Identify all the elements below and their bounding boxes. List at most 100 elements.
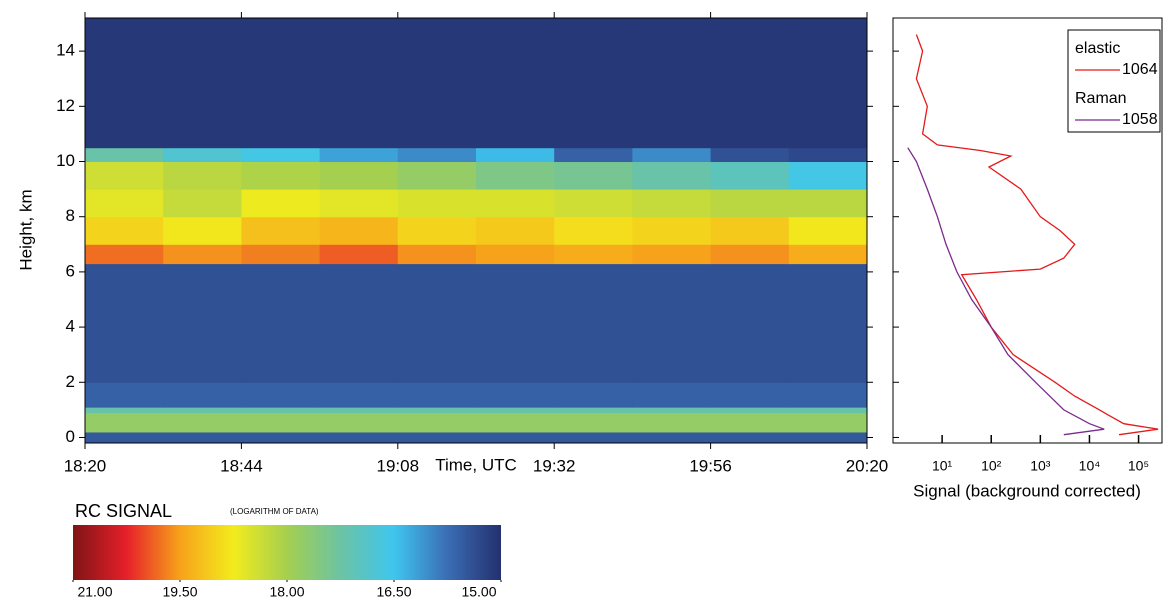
colorbar-subtitle: (LOGARITHM OF DATA) — [230, 507, 319, 516]
heatmap-cell — [241, 263, 321, 383]
heatmap-cell — [319, 147, 399, 163]
heatmap-cell — [632, 216, 712, 245]
heatmap-cell — [319, 263, 399, 383]
heatmap-cell — [163, 18, 242, 149]
heatmap-cell — [241, 412, 321, 433]
profile-line — [907, 147, 1105, 436]
heatmap-cell — [163, 147, 242, 163]
heatmap-cell — [319, 18, 399, 149]
heatmap-cell — [85, 18, 164, 149]
heatmap-cell — [85, 244, 164, 265]
heatmap-cell — [788, 161, 868, 190]
heatmap-cell — [476, 216, 555, 245]
heatmap-cell — [85, 382, 164, 408]
heatmap-cell — [554, 412, 633, 433]
heatmap-cell — [710, 412, 790, 433]
heatmap-cell — [319, 161, 399, 190]
x-tick-label: 19:56 — [689, 456, 732, 475]
legend-group: elastic — [1075, 40, 1120, 57]
heatmap-cell — [554, 161, 633, 190]
heatmap-cell — [632, 431, 712, 444]
x-tick-label: 10² — [981, 458, 1002, 474]
heatmap-cell — [85, 407, 164, 414]
x-tick-label: 10⁴ — [1079, 458, 1101, 474]
heatmap-cell — [710, 189, 790, 218]
heatmap — [85, 18, 868, 444]
y-tick-label: 0 — [66, 427, 75, 446]
heatmap-cell — [397, 412, 477, 433]
heatmap-cell — [554, 216, 633, 245]
legend-label: 1058 — [1122, 111, 1158, 128]
legend-label: 1064 — [1122, 61, 1158, 78]
heatmap-cell — [788, 431, 868, 444]
heatmap-cell — [710, 382, 790, 408]
heatmap-cell — [241, 161, 321, 190]
heatmap-cell — [319, 244, 399, 265]
heatmap-cell — [632, 18, 712, 149]
heatmap-cell — [554, 18, 633, 149]
heatmap-cell — [397, 18, 477, 149]
heatmap-cell — [163, 407, 242, 414]
heatmap-cell — [85, 263, 164, 383]
heatmap-cell — [397, 189, 477, 218]
heatmap-cell — [788, 189, 868, 218]
y-tick-label: 8 — [66, 206, 75, 225]
y-tick-label: 6 — [66, 261, 75, 280]
colorbar-tick-label: 21.00 — [77, 584, 112, 600]
heatmap-cell — [319, 189, 399, 218]
heatmap-cell — [241, 189, 321, 218]
heatmap-cell — [476, 244, 555, 265]
heatmap-cell — [163, 263, 242, 383]
heatmap-cell — [319, 382, 399, 408]
heatmap-cell — [85, 189, 164, 218]
y-tick-label: 2 — [66, 372, 75, 391]
heatmap-cell — [788, 147, 868, 163]
heatmap-cell — [788, 263, 868, 383]
heatmap-cell — [319, 216, 399, 245]
heatmap-cell — [163, 216, 242, 245]
colorbar-tick-label: 15.00 — [461, 584, 496, 600]
heatmap-cell — [788, 382, 868, 408]
heatmap-cell — [554, 244, 633, 265]
heatmap-cell — [241, 431, 321, 444]
heatmap-cell — [788, 18, 868, 149]
heatmap-cell — [85, 147, 164, 163]
heatmap-cell — [710, 244, 790, 265]
heatmap-cell — [710, 431, 790, 444]
heatmap-cell — [554, 189, 633, 218]
heatmap-cell — [632, 147, 712, 163]
heatmap-cell — [397, 382, 477, 408]
heatmap-cell — [397, 407, 477, 414]
colorbar-tick-label: 16.50 — [376, 584, 411, 600]
heatmap-cell — [632, 412, 712, 433]
heatmap-cell — [319, 431, 399, 444]
x-tick-label: 18:44 — [220, 456, 263, 475]
heatmap-cell — [554, 147, 633, 163]
heatmap-cell — [163, 412, 242, 433]
x-tick-label: 10⁵ — [1128, 458, 1149, 474]
heatmap-cell — [397, 216, 477, 245]
colorbar-title: RC SIGNAL — [75, 501, 172, 521]
heatmap-cell — [397, 263, 477, 383]
x-tick-label: 10¹ — [932, 458, 953, 474]
heatmap-cell — [476, 18, 555, 149]
heatmap-cell — [476, 407, 555, 414]
heatmap-cell — [476, 431, 555, 444]
heatmap-cell — [554, 431, 633, 444]
legend-group: Raman — [1075, 90, 1127, 107]
heatmap-cell — [632, 244, 712, 265]
heatmap-cell — [163, 161, 242, 190]
x-tick-label: 19:08 — [377, 456, 420, 475]
heatmap-cell — [788, 244, 868, 265]
heatmap-cell — [163, 431, 242, 444]
colorbar-tick-label: 18.00 — [269, 584, 304, 600]
heatmap-cell — [163, 189, 242, 218]
heatmap-cell — [554, 407, 633, 414]
y-tick-label: 12 — [56, 96, 75, 115]
heatmap-cell — [632, 189, 712, 218]
colorbar-tick-label: 19.50 — [162, 584, 197, 600]
y-axis-label: Height, km — [16, 189, 35, 270]
heatmap-cell — [476, 147, 555, 163]
heatmap-cell — [397, 431, 477, 444]
x-axis-label: Signal (background corrected) — [913, 481, 1141, 500]
